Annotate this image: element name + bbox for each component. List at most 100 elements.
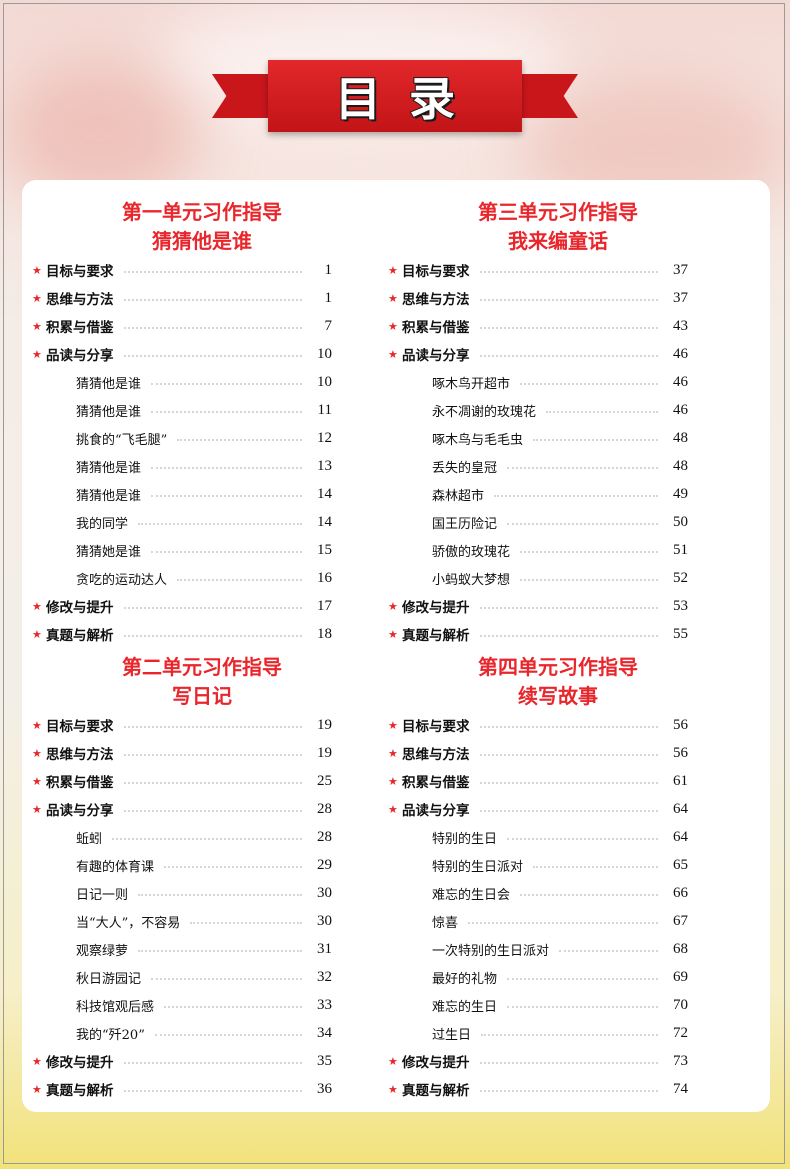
entry-title: 骄傲的玫瑰花 — [432, 544, 511, 560]
toc-entry[interactable]: ★ 思维与方法 37 — [388, 284, 688, 312]
unit-topic: 写日记 — [172, 684, 232, 708]
dot-leader — [123, 607, 302, 609]
toc-entry[interactable]: ★ 修改与提升 35 — [32, 1047, 332, 1075]
toc-entry[interactable]: 挑食的“飞毛腿” 12 — [32, 424, 332, 452]
toc-entry[interactable]: ★ 品读与分享 46 — [388, 340, 688, 368]
toc-entry[interactable]: 贪吃的运动达人 16 — [32, 564, 332, 592]
toc-entry[interactable]: 特别的生日派对 65 — [388, 851, 688, 879]
star-icon: ★ — [32, 802, 42, 816]
toc-entry[interactable]: 过生日 72 — [388, 1019, 688, 1047]
toc-entry[interactable]: 猜猜他是谁 10 — [32, 368, 332, 396]
star-icon: ★ — [32, 1082, 42, 1096]
entry-title: 思维与方法 — [402, 292, 470, 308]
toc-entry[interactable]: ★ 思维与方法 1 — [32, 284, 332, 312]
toc-entry[interactable]: 丢失的皇冠 48 — [388, 452, 688, 480]
toc-entry[interactable]: 秋日游园记 32 — [32, 963, 332, 991]
dot-leader — [123, 299, 302, 301]
toc-entry[interactable]: 有趣的体育课 29 — [32, 851, 332, 879]
page-number: 28 — [317, 800, 332, 817]
page-number: 7 — [324, 317, 333, 334]
dot-leader — [151, 551, 302, 553]
ribbon: 目录 — [268, 60, 522, 132]
entry-title: 啄木鸟与毛毛虫 — [432, 432, 524, 448]
toc-entry[interactable]: ★ 真题与解析 18 — [32, 620, 332, 648]
entry-title: 目标与要求 — [46, 264, 114, 280]
page-number: 51 — [673, 541, 688, 558]
entry-title: 真题与解析 — [402, 628, 470, 644]
toc-entry[interactable]: 猜猜她是谁 15 — [32, 536, 332, 564]
page-number: 29 — [317, 856, 332, 873]
toc-entry[interactable]: 我的同学 14 — [32, 508, 332, 536]
page-number: 53 — [673, 597, 688, 614]
toc-entry[interactable]: ★ 修改与提升 53 — [388, 592, 688, 620]
toc-entry[interactable]: ★ 真题与解析 36 — [32, 1075, 332, 1103]
toc-entry[interactable]: 森林超市 49 — [388, 480, 688, 508]
toc-entry[interactable]: 猜猜他是谁 11 — [32, 396, 332, 424]
page-number: 18 — [317, 625, 332, 642]
star-icon: ★ — [388, 263, 398, 277]
toc-entry[interactable]: ★ 品读与分享 28 — [32, 795, 332, 823]
toc-entry[interactable]: 小蚂蚁大梦想 52 — [388, 564, 688, 592]
dot-leader — [123, 355, 302, 357]
dot-leader — [479, 299, 658, 301]
page-number: 34 — [317, 1024, 332, 1041]
toc-entry[interactable]: ★ 目标与要求 1 — [32, 256, 332, 284]
star-icon: ★ — [32, 263, 42, 277]
toc-entry[interactable]: 啄木鸟开超市 46 — [388, 368, 688, 396]
toc-entry[interactable]: 猜猜他是谁 14 — [32, 480, 332, 508]
toc-entry[interactable]: 当“大人”，不容易 30 — [32, 907, 332, 935]
toc-entry[interactable]: ★ 积累与借鉴 61 — [388, 767, 688, 795]
toc-entry[interactable]: ★ 真题与解析 74 — [388, 1075, 688, 1103]
toc-entry[interactable]: ★ 目标与要求 37 — [388, 256, 688, 284]
toc-entry[interactable]: 一次特别的生日派对 68 — [388, 935, 688, 963]
dot-leader — [479, 810, 658, 812]
page-number: 19 — [317, 744, 332, 761]
page-number: 73 — [673, 1052, 688, 1069]
toc-entry[interactable]: ★ 目标与要求 56 — [388, 711, 688, 739]
dot-leader — [177, 439, 302, 441]
toc-entry[interactable]: 蚯蚓 28 — [32, 823, 332, 851]
page-number: 56 — [673, 744, 688, 761]
toc-entry[interactable]: 最好的礼物 69 — [388, 963, 688, 991]
toc-entry[interactable]: ★ 修改与提升 73 — [388, 1047, 688, 1075]
toc-entry[interactable]: 科技馆观后感 33 — [32, 991, 332, 1019]
page-number: 37 — [673, 261, 688, 278]
page-number: 46 — [673, 401, 688, 418]
unit-title: 第二单元习作指导 — [122, 655, 282, 679]
dot-leader — [546, 411, 658, 413]
toc-entry[interactable]: 特别的生日 64 — [388, 823, 688, 851]
dot-leader — [559, 950, 658, 952]
toc-entry[interactable]: ★ 积累与借鉴 25 — [32, 767, 332, 795]
toc-entry[interactable]: ★ 思维与方法 19 — [32, 739, 332, 767]
dot-leader — [507, 838, 658, 840]
toc-entry[interactable]: ★ 积累与借鉴 43 — [388, 312, 688, 340]
toc-entry[interactable]: 难忘的生日会 66 — [388, 879, 688, 907]
toc-entry[interactable]: ★ 品读与分享 64 — [388, 795, 688, 823]
entry-title: 积累与借鉴 — [402, 775, 470, 791]
dot-leader — [151, 495, 302, 497]
toc-entry[interactable]: ★ 积累与借鉴 7 — [32, 312, 332, 340]
toc-entry[interactable]: 猜猜他是谁 13 — [32, 452, 332, 480]
toc-entry[interactable]: 惊喜 67 — [388, 907, 688, 935]
toc-entry[interactable]: ★ 思维与方法 56 — [388, 739, 688, 767]
toc-entry[interactable]: ★ 目标与要求 19 — [32, 711, 332, 739]
toc-entry[interactable]: 永不凋谢的玫瑰花 46 — [388, 396, 688, 424]
toc-entry[interactable]: 我的“歼20” 34 — [32, 1019, 332, 1047]
toc-entry[interactable]: ★ 修改与提升 17 — [32, 592, 332, 620]
page-number: 43 — [673, 317, 688, 334]
toc-entry[interactable]: 难忘的生日 70 — [388, 991, 688, 1019]
dot-leader — [507, 467, 658, 469]
toc-entry[interactable]: 骄傲的玫瑰花 51 — [388, 536, 688, 564]
dot-leader — [479, 355, 658, 357]
page-number: 11 — [317, 401, 332, 418]
toc-entry[interactable]: 观察绿萝 31 — [32, 935, 332, 963]
dot-leader — [520, 894, 658, 896]
entry-title: 我的同学 — [76, 516, 129, 532]
toc-entry[interactable]: 国王历险记 50 — [388, 508, 688, 536]
toc-entry[interactable]: 啄木鸟与毛毛虫 48 — [388, 424, 688, 452]
toc-entry[interactable]: ★ 真题与解析 55 — [388, 620, 688, 648]
entry-title: 品读与分享 — [46, 803, 114, 819]
page-number: 35 — [317, 1052, 332, 1069]
toc-entry[interactable]: 日记一则 30 — [32, 879, 332, 907]
toc-entry[interactable]: ★ 品读与分享 10 — [32, 340, 332, 368]
